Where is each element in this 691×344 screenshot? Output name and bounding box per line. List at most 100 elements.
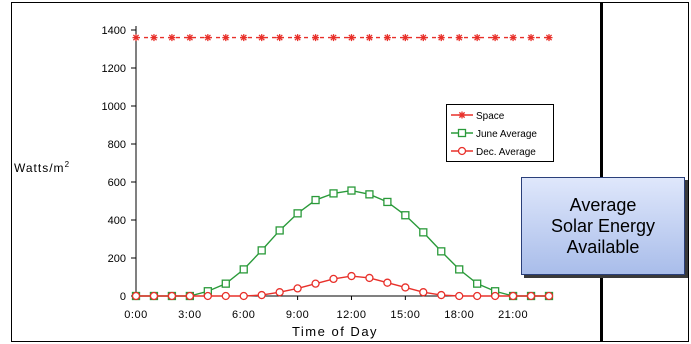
data-point [221,291,230,301]
asterisk-stroke [312,34,319,41]
asterisk-stroke [366,34,373,41]
data-point [437,247,446,256]
data-point [131,291,141,301]
data-point [419,228,428,237]
data-point [455,265,464,274]
data-point [258,34,266,42]
data-point [473,279,482,288]
asterisk-stroke [384,34,391,41]
data-point [473,34,481,42]
figure-frame [11,2,689,342]
data-point [365,273,374,283]
asterisk-stroke [240,34,247,41]
data-point [221,279,230,288]
data-point [490,291,500,301]
data-point [150,34,158,42]
legend-label: Dec. Average [476,147,536,158]
legend-item: Space [451,111,505,122]
data-point [419,288,428,297]
asterisk-stroke [294,34,301,41]
y-tick-label: 400 [108,215,126,227]
data-point [527,34,535,42]
data-point [239,265,248,274]
asterisk-stroke [150,34,158,41]
data-point [365,190,374,199]
asterisk-stroke [420,34,427,41]
data-point [311,195,320,205]
data-point [383,34,391,42]
data-point [275,226,284,235]
data-point [186,34,194,42]
data-point [330,34,338,42]
asterisk-stroke [527,34,535,41]
asterisk-stroke [492,34,499,41]
data-point [401,283,410,292]
asterisk-stroke [545,34,553,41]
asterisk-stroke [348,34,355,41]
data-point [149,291,159,301]
data-point [526,291,536,301]
x-axis-label: Time of Day [292,324,378,339]
asterisk-stroke [132,34,140,41]
series-space [132,34,553,42]
asterisk-stroke [168,34,175,41]
x-tick-label: 18:00 [444,309,474,321]
legend-items: Space June Average Dec. Average [451,111,537,158]
data-point [167,291,177,301]
x-tick-label: 9:00 [286,309,309,321]
asterisk-stroke [186,34,193,41]
data-point [347,34,355,42]
callout-text: Average Solar Energy Available [550,194,656,257]
x-tick-label: 12:00 [336,309,366,321]
data-point [437,34,445,42]
data-point [204,34,212,42]
data-point [312,34,320,42]
chart-axes: 0 200 400 600 800 1000 1200 1400 0:00 3:00 6:00 9:0… [102,25,553,321]
data-point [473,291,482,301]
series-layer [131,34,554,301]
asterisk-stroke [204,34,211,41]
data-point [293,209,302,218]
y-axis-label: Watts/m2 [14,160,70,175]
data-point [419,34,427,42]
legend-item: Dec. Average [451,146,536,158]
data-point [222,34,230,42]
series-june-average [131,186,554,301]
data-point [544,291,554,301]
panel-divider [600,2,603,342]
legend-item: June Average [451,128,537,140]
y-tick-label: 1200 [102,63,126,75]
data-point [437,290,446,300]
data-point [383,278,392,287]
data-point [491,34,499,42]
legend-marker [458,111,466,119]
data-point [257,246,266,255]
data-point [293,284,302,293]
data-point [311,279,320,288]
data-point [294,34,302,42]
y-tick-label: 200 [108,253,126,265]
data-point [509,34,517,42]
y-tick-label: 600 [108,177,126,189]
y-axis-label-superscript: 2 [65,160,70,169]
data-point [383,197,392,207]
data-point [365,34,373,42]
asterisk-stroke [510,34,517,41]
asterisk-stroke [276,34,283,41]
y-tick-label: 1000 [102,101,126,113]
legend-marker [457,146,467,156]
data-point [401,211,410,220]
legend-label: Space [476,111,505,122]
series-line [136,189,549,297]
data-point [132,34,140,42]
data-point [185,291,195,301]
x-tick-label: 6:00 [232,309,255,321]
x-tick-label: 15:00 [390,309,420,321]
y-axis-label-main: Watts/m [14,161,65,175]
asterisk-stroke [222,34,229,41]
series-dec-average [131,271,554,301]
x-tick-label: 0:00 [124,309,147,321]
data-point [240,34,248,42]
y-tick-label: 800 [108,139,126,151]
asterisk-stroke [458,111,466,119]
